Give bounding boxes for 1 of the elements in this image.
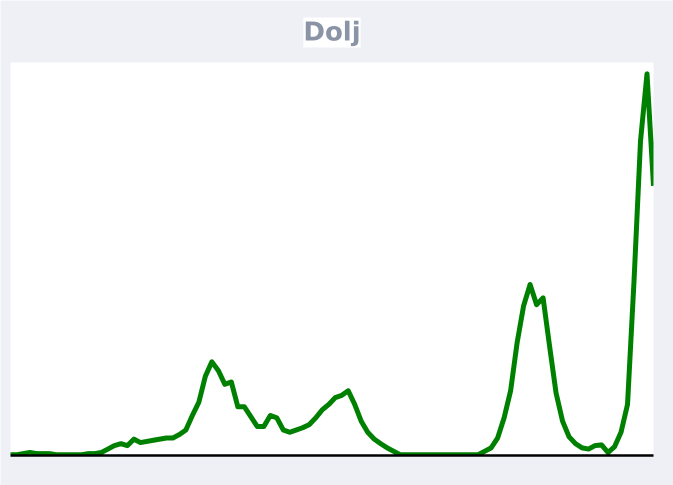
chart-title: Dolj [303,18,361,48]
